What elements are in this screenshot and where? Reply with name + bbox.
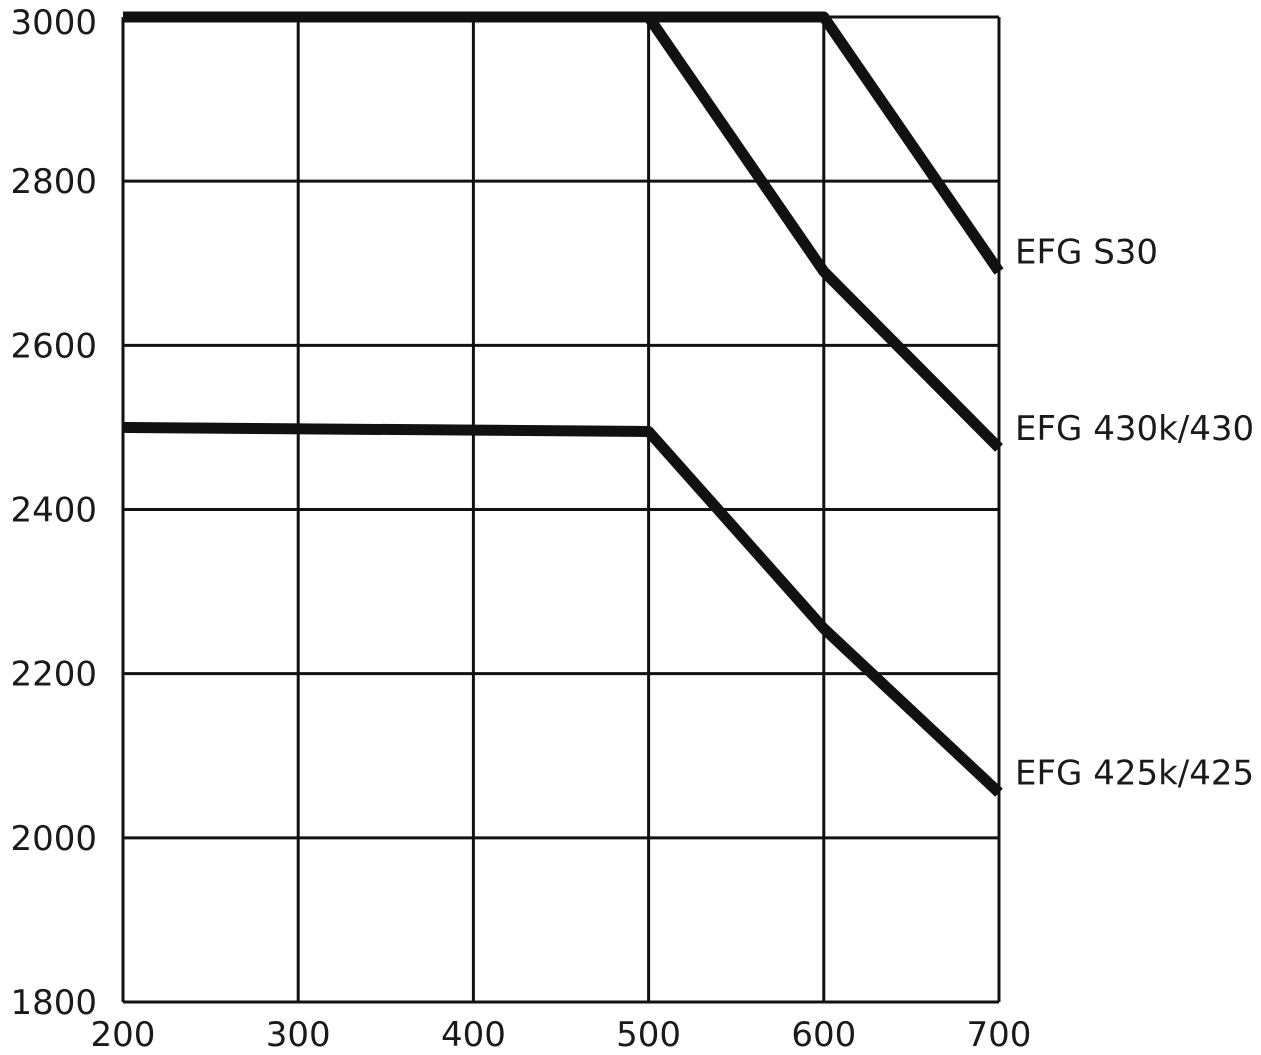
y-tick-label: 2200 xyxy=(10,655,97,695)
y-tick-label: 2800 xyxy=(10,162,97,202)
y-tick-label: 3000 xyxy=(10,3,97,43)
x-tick-label: 200 xyxy=(91,1015,156,1055)
y-tick-label: 2000 xyxy=(10,819,97,859)
x-tick-label: 300 xyxy=(266,1015,331,1055)
x-tick-label: 500 xyxy=(616,1015,681,1055)
x-tick-label: 400 xyxy=(441,1015,506,1055)
series-line xyxy=(122,421,1003,797)
series-labels: EFG S30 EFG 430k/430 EFG 425k/425 xyxy=(1015,232,1254,793)
y-tick-label: 1800 xyxy=(10,983,97,1023)
series-lines xyxy=(122,11,1004,797)
y-axis-tick-labels: 1800 2000 2200 2400 2600 2800 3000 xyxy=(10,3,97,1023)
y-tick-label: 2600 xyxy=(10,326,97,366)
series-label: EFG 425k/425 xyxy=(1015,754,1254,794)
series-label: EFG S30 xyxy=(1015,232,1158,272)
x-axis-tick-labels: 200 300 400 500 600 700 xyxy=(91,1015,1032,1055)
x-tick-label: 600 xyxy=(791,1015,856,1055)
series-line xyxy=(123,11,1003,452)
series-label: EFG 430k/430 xyxy=(1015,409,1254,449)
x-tick-label: 700 xyxy=(967,1015,1032,1055)
y-tick-label: 2400 xyxy=(10,491,97,531)
grid xyxy=(121,15,1001,1004)
series-line xyxy=(123,11,1004,275)
